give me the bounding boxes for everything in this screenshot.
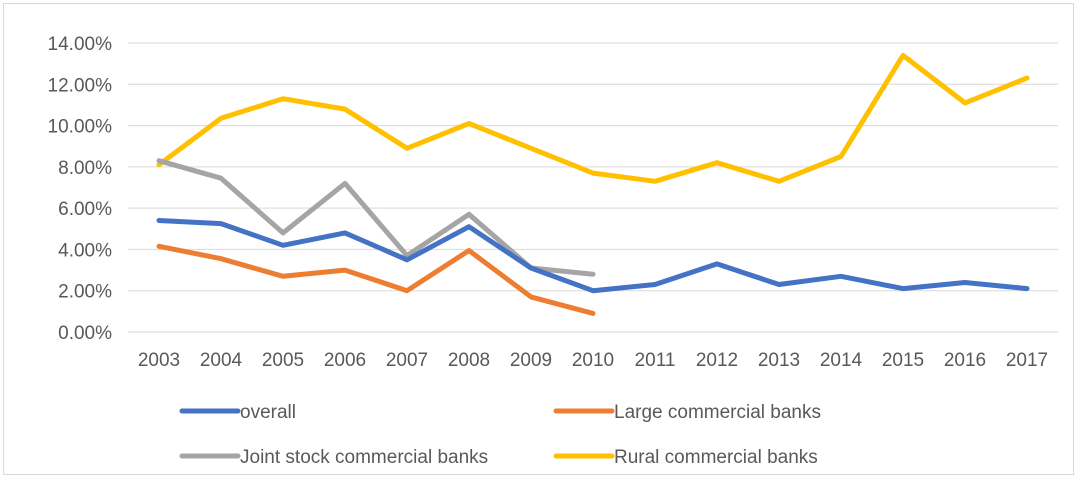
y-tick-label: 6.00% (58, 199, 112, 220)
y-tick-label: 10.00% (48, 117, 113, 138)
legend-label-overall: overall (240, 402, 296, 423)
y-tick-label: 4.00% (58, 240, 112, 261)
x-tick-label: 2007 (386, 350, 428, 371)
series-line-large-commercial-banks (156, 243, 596, 316)
x-tick-label: 2016 (944, 350, 986, 371)
x-tick-label: 2008 (448, 350, 490, 371)
legend-label-large-commercial-banks: Large commercial banks (614, 402, 821, 423)
x-tick-label: 2012 (696, 350, 738, 371)
legend-label-rural-commercial-banks: Rural commercial banks (614, 447, 818, 468)
y-axis-ticks: 0.00% 2.00% 4.00% 6.00% 8.00% 10.00% 12.00% 14.… (48, 34, 113, 344)
y-tick-label: 2.00% (58, 282, 112, 303)
y-tick-label: 14.00% (48, 34, 113, 55)
series-line-overall (156, 218, 1030, 294)
x-tick-label: 2010 (572, 350, 614, 371)
x-tick-label: 2014 (820, 350, 863, 371)
x-tick-label: 2006 (324, 350, 366, 371)
x-tick-label: 2015 (882, 350, 924, 371)
y-tick-label: 12.00% (48, 75, 113, 96)
y-tick-label: 8.00% (58, 158, 112, 179)
x-tick-label: 2005 (262, 350, 304, 371)
series-lines (156, 52, 1030, 316)
y-tick-label: 0.00% (58, 323, 112, 344)
line-chart: 0.00% 2.00% 4.00% 6.00% 8.00% 10.00% 12.00% 14.… (48, 34, 1058, 468)
legend: overall Large commercial banks Joint stock… (179, 402, 821, 468)
x-tick-label: 2004 (200, 350, 243, 371)
x-tick-label: 2013 (758, 350, 800, 371)
grid-lines (128, 42, 1058, 333)
legend-label-joint-stock-commercial-banks: Joint stock commercial banks (240, 447, 488, 468)
x-axis-ticks: 2003 2004 2005 2006 2007 2008 2009 2010 2011 2012… (138, 350, 1048, 371)
x-tick-label: 2017 (1006, 350, 1048, 371)
x-tick-label: 2011 (635, 350, 676, 371)
series-line-rural-commercial-banks (156, 52, 1030, 184)
chart-frame: 0.00% 2.00% 4.00% 6.00% 8.00% 10.00% 12.00% 14.… (3, 3, 1074, 475)
x-tick-label: 2009 (510, 350, 552, 371)
x-tick-label: 2003 (138, 350, 180, 371)
